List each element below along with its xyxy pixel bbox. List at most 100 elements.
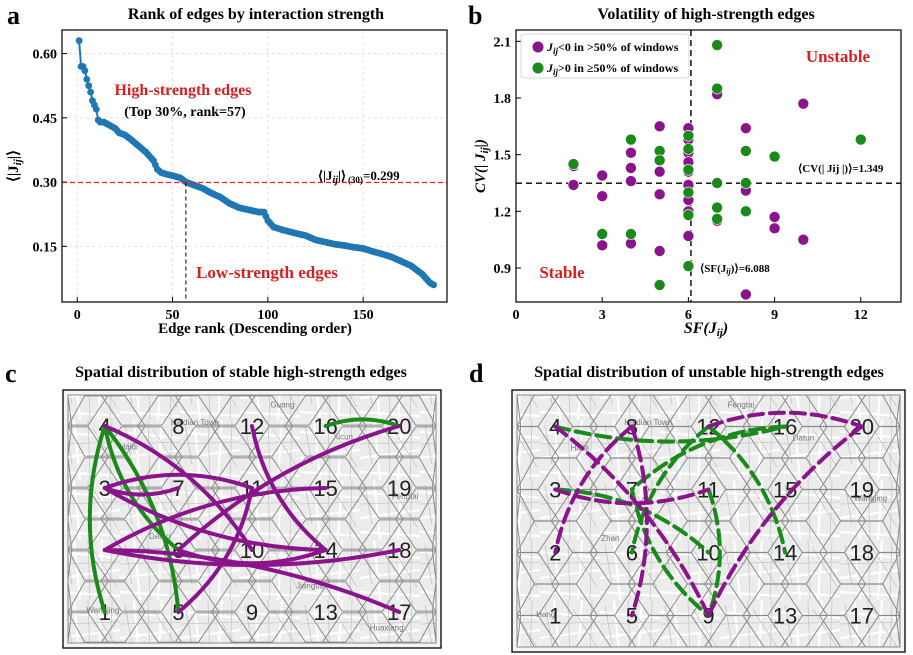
- map-place-label: Datun: [793, 433, 814, 442]
- chart-a-annot-high-detail: (Top 30%, rank=57): [124, 105, 246, 120]
- chart-a-xtick-label: 100: [257, 308, 278, 323]
- chart-a-xtick-label: 150: [353, 308, 374, 323]
- chart-b-point-purple: [625, 175, 637, 187]
- map-place-label: Fengtai: [728, 401, 755, 410]
- map-hex-cell: [137, 395, 220, 457]
- map-hex-cell: [358, 395, 437, 457]
- legend-marker-green: [532, 62, 544, 74]
- legend-label-green: Jij>0 in ≥50% of windows: [546, 61, 678, 77]
- map-hex-cell: [100, 426, 183, 488]
- chart-b-point-purple: [740, 288, 752, 301]
- chart-a-ticks: 0 50 100 150 0.15 0.30 0.45 0.60: [33, 48, 374, 323]
- map-hex-cell: [67, 550, 110, 612]
- map-cell-label-18: 18: [849, 541, 873, 566]
- chart-b-point-green: [854, 133, 867, 146]
- chart-b-point-green: [567, 158, 580, 170]
- chart-b-point-purple: [653, 188, 666, 201]
- map-place-label: Haidian Town: [624, 418, 672, 427]
- chart-b-point-purple: [567, 179, 580, 191]
- chart-b-data: [567, 39, 867, 301]
- chart-b-xtick-label: 12: [854, 308, 868, 323]
- chart-a-grid: [62, 30, 447, 302]
- chart-a-ytick-label: 0.15: [33, 240, 58, 255]
- map-hex-cell: [284, 581, 367, 643]
- chart-b-point-purple: [596, 190, 608, 203]
- map-hex-cell: [358, 457, 437, 519]
- map-hex-cell: [284, 395, 367, 457]
- panel-a: a Rank of edges by interaction strength …: [6, 1, 448, 337]
- chart-b-point-green: [711, 39, 723, 51]
- chart-b-point-green: [625, 228, 637, 240]
- panel-letter-d: d: [469, 359, 484, 388]
- map-edge-purple: [102, 472, 254, 490]
- map-edge-green: [629, 487, 711, 618]
- chart-a-point: [430, 281, 438, 289]
- map-place-label: Zhan: [601, 534, 619, 543]
- panel-letter-b: b: [468, 1, 482, 30]
- map-place-label: Xicun: [333, 433, 353, 442]
- chart-b-point-purple: [653, 120, 666, 133]
- chart-a-ref-label: ⟨|Jij|⟩ (30)=0.299: [318, 168, 400, 186]
- chart-b-point-green: [711, 201, 723, 214]
- map-hex-cell: [210, 519, 294, 581]
- chart-b-point-green: [653, 279, 666, 291]
- chart-b-point-purple: [740, 122, 752, 135]
- map-edge-purple: [706, 424, 864, 618]
- panel-b: b Volatility of high-strength edges 0 3 6 9…: [468, 1, 902, 339]
- map-place-label: Datun: [149, 532, 170, 541]
- panel-letter-a: a: [7, 1, 20, 30]
- chart-b-point-purple: [625, 162, 637, 174]
- map-hex-cell: [137, 457, 220, 519]
- map-hex-cell: [284, 519, 367, 581]
- chart-b-legend: Jij<0 in >50% of windows Jij>0 in ≥50% o…: [520, 33, 690, 79]
- chart-b-point-purple: [768, 222, 781, 235]
- panel-letter-c: c: [5, 359, 17, 388]
- map-hex-cell: [321, 426, 404, 488]
- chart-a-frame: [61, 29, 448, 303]
- chart-a-title: Rank of edges by interaction strength: [128, 6, 384, 23]
- map-place-label: Jiangtai: [296, 581, 324, 590]
- chart-b-xtick-label: 0: [513, 308, 520, 323]
- map-hex-cell: [895, 521, 901, 584]
- chart-b-point-purple: [768, 211, 781, 223]
- map-edge-green: [629, 424, 788, 492]
- panel-c: c Spatial distribution of stable high-st…: [5, 359, 442, 649]
- map-hex-cell: [431, 457, 437, 519]
- map-edge-purple: [250, 424, 328, 552]
- map-cell-label-8: 8: [172, 414, 184, 439]
- chart-a-ytick-label: 0.30: [33, 176, 58, 191]
- map-d: [516, 394, 901, 648]
- map-edge-green: [706, 487, 722, 618]
- chart-b-ytick-label: 2.1: [494, 35, 512, 50]
- map-hex-cell: [67, 488, 110, 550]
- map-edge-purple: [176, 424, 402, 552]
- map-hex-cell: [67, 426, 110, 488]
- map-edge-green: [629, 424, 711, 555]
- chart-a-point: [75, 37, 83, 45]
- map-d-title: Spatial distribution of unstable high-st…: [534, 364, 884, 381]
- chart-b-point-green: [711, 82, 723, 95]
- map-hex-cell: [358, 581, 437, 643]
- chart-b-point-purple: [625, 146, 637, 159]
- chart-b-ytick-label: 1.2: [494, 205, 512, 220]
- map-hex-cell: [174, 488, 257, 550]
- map-hex-cell: [210, 457, 294, 519]
- chart-b-point-green: [682, 186, 695, 199]
- map-place-label: Huaxiang: [370, 624, 404, 633]
- map-c-cell-labels: 4 8 12 16 203 7 11 15 196 10 14 181 5 9 13 17: [99, 414, 412, 625]
- map-edge-purple: [176, 548, 328, 566]
- map-edge-purple: [102, 486, 328, 552]
- legend-marker-purple: [532, 41, 544, 53]
- chart-b-xtick-label: 9: [771, 308, 778, 323]
- chart-b-point-green: [653, 154, 666, 167]
- map-edge-purple: [553, 424, 634, 555]
- map-hex-cell: [431, 581, 437, 643]
- map-edge-green: [553, 424, 788, 444]
- chart-b-point-green: [596, 228, 608, 240]
- chart-b-point-purple: [682, 230, 695, 242]
- chart-a-ytick-label: 0.45: [33, 112, 58, 127]
- chart-a-series-line: [78, 40, 435, 286]
- map-cell-label-19: 19: [387, 476, 411, 501]
- map-cell-label-19: 19: [849, 478, 873, 503]
- map-hex-cell: [321, 488, 404, 550]
